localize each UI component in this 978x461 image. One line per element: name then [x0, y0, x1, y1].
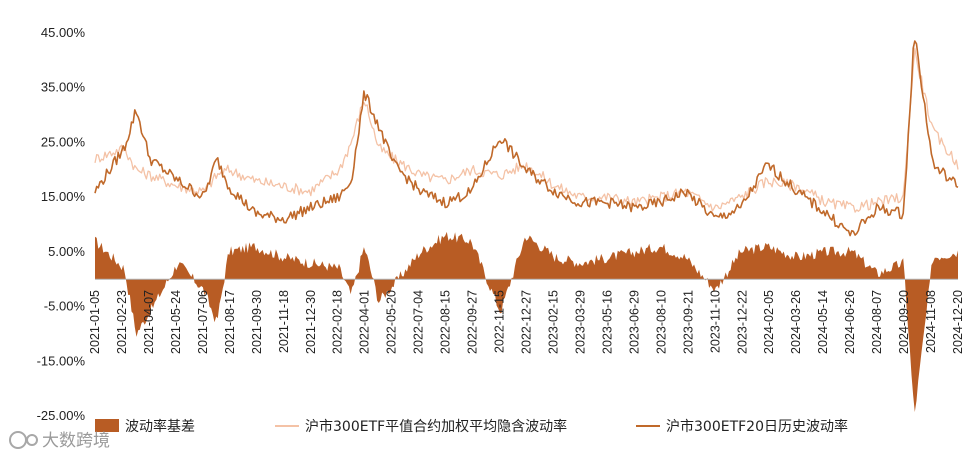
x-tick-label: 2023-12-22: [735, 290, 749, 354]
x-tick-label: 2024-08-07: [870, 290, 884, 354]
y-axis: 45.00% 35.00% 25.00% 15.00% 5.00% -5.00% -15.0…: [37, 25, 86, 423]
y-tick-label: 5.00%: [48, 244, 85, 259]
series-line-historical-vol: [94, 40, 959, 237]
watermark-logo-icon-dot: [26, 434, 38, 446]
x-tick-label: 2023-03-29: [573, 290, 587, 354]
x-tick-label: 2024-12-20: [951, 290, 965, 354]
legend-item: 波动率基差: [95, 418, 195, 435]
x-tick-label: 2021-12-30: [304, 290, 318, 354]
x-tick-label: 2023-02-15: [547, 290, 561, 354]
x-tick-label: 2024-09-20: [897, 290, 911, 354]
x-tick-label: 2022-04-01: [358, 290, 372, 354]
y-tick-label: -15.00%: [37, 353, 86, 368]
watermark-logo-icon: [9, 431, 27, 449]
x-tick-label: 2021-02-23: [115, 290, 129, 354]
x-tick-label: 2021-09-30: [250, 290, 264, 354]
x-tick-label: 2021-11-18: [277, 290, 291, 353]
x-tick-label: 2024-03-26: [789, 290, 803, 354]
legend-swatch: [95, 419, 119, 432]
y-tick-label: -5.00%: [44, 299, 86, 314]
y-tick-label: 15.00%: [41, 189, 86, 204]
x-tick-label: 2021-07-06: [196, 290, 210, 354]
x-tick-label: 2022-02-18: [331, 290, 345, 354]
y-tick-label: 35.00%: [41, 80, 86, 95]
legend-label: 沪市300ETF平值合约加权平均隐含波动率: [305, 418, 567, 435]
x-tick-label: 2024-11-08: [924, 290, 938, 353]
legend: 波动率基差 沪市300ETF平值合约加权平均隐含波动率 沪市300ETF20日历史波…: [95, 418, 848, 435]
x-tick-label: 2021-05-24: [169, 290, 183, 354]
x-tick-label: 2022-12-27: [520, 290, 534, 354]
series-area-basis: [95, 231, 958, 412]
x-tick-label: 2023-06-29: [627, 290, 641, 354]
x-tick-label: 2024-02-05: [762, 290, 776, 354]
x-tick-label: 2022-09-27: [466, 290, 480, 354]
legend-item: 沪市300ETF平值合约加权平均隐含波动率: [275, 418, 567, 435]
y-tick-label: -25.00%: [37, 408, 86, 423]
series-layer: [94, 40, 959, 412]
legend-label: 沪市300ETF20日历史波动率: [666, 418, 848, 435]
x-tick-label: 2024-06-26: [843, 290, 857, 354]
legend-item: 沪市300ETF20日历史波动率: [636, 418, 848, 435]
x-tick-label: 2022-05-20: [385, 290, 399, 354]
x-tick-label: 2021-08-17: [223, 290, 237, 354]
y-tick-label: 25.00%: [41, 134, 86, 149]
x-tick-label: 2023-11-10: [708, 290, 722, 353]
series-line-implied-vol: [94, 47, 959, 213]
x-tick-label: 2023-08-10: [654, 290, 668, 354]
x-tick-label: 2023-09-21: [681, 290, 695, 354]
y-tick-label: 45.00%: [41, 25, 86, 40]
x-tick-label: 2022-11-15: [493, 290, 507, 353]
x-tick-label: 2022-07-04: [412, 290, 426, 354]
watermark: 大数跨境: [9, 431, 110, 451]
x-tick-label: 2022-08-15: [439, 290, 453, 354]
x-tick-label: 2021-01-05: [88, 290, 102, 354]
x-tick-label: 2021-04-07: [142, 290, 156, 354]
x-axis: 2021-01-05 2021-02-23 2021-04-07 2021-05-24…: [88, 290, 965, 354]
watermark-text: 大数跨境: [42, 431, 110, 451]
x-tick-label: 2024-05-14: [816, 290, 830, 354]
legend-label: 波动率基差: [125, 418, 195, 435]
x-tick-label: 2023-05-16: [600, 290, 614, 354]
